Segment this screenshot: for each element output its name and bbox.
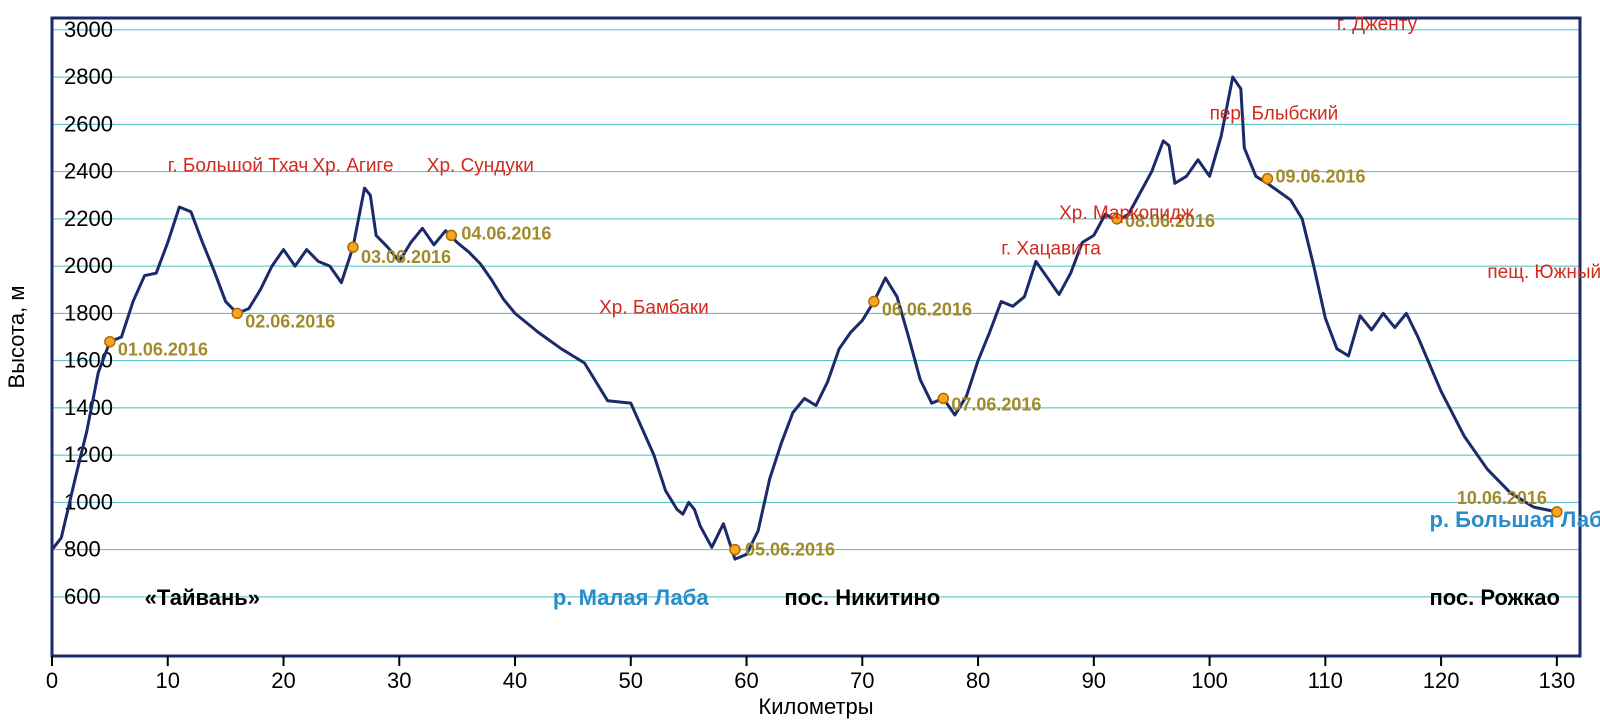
xtick-label: 80 bbox=[966, 668, 990, 693]
peak-label: пер. Блыбский bbox=[1210, 104, 1339, 125]
ytick-label: 2600 bbox=[64, 111, 113, 136]
peak-label: Хр. Бамбаки bbox=[599, 297, 709, 318]
ytick-label: 2200 bbox=[64, 206, 113, 231]
date-label: 04.06.2016 bbox=[461, 223, 551, 243]
ytick-label: 2800 bbox=[64, 64, 113, 89]
date-marker bbox=[869, 297, 879, 307]
xtick-label: 70 bbox=[850, 668, 874, 693]
date-marker bbox=[730, 545, 740, 555]
date-label: 01.06.2016 bbox=[118, 340, 208, 360]
place-label: р. Малая Лаба bbox=[553, 585, 709, 610]
date-marker bbox=[105, 337, 115, 347]
ytick-label: 3000 bbox=[64, 17, 113, 42]
elevation-profile-chart: 6008001000120014001600180020002200240026… bbox=[0, 0, 1600, 726]
ytick-label: 600 bbox=[64, 584, 101, 609]
date-marker bbox=[232, 308, 242, 318]
peak-label: г. Большой Тхач bbox=[168, 156, 309, 177]
ytick-label: 800 bbox=[64, 537, 101, 562]
xtick-label: 130 bbox=[1538, 668, 1575, 693]
ytick-label: 1200 bbox=[64, 442, 113, 467]
peak-label: г. Дженту bbox=[1337, 14, 1418, 35]
date-marker bbox=[1262, 174, 1272, 184]
x-axis-label: Километры bbox=[758, 694, 873, 719]
date-marker bbox=[446, 230, 456, 240]
date-label: 02.06.2016 bbox=[245, 311, 335, 331]
date-label: 10.06.2016 bbox=[1457, 488, 1547, 508]
date-label: 09.06.2016 bbox=[1275, 167, 1365, 187]
ytick-label: 2000 bbox=[64, 253, 113, 278]
xtick-label: 40 bbox=[503, 668, 527, 693]
chart-svg: 6008001000120014001600180020002200240026… bbox=[0, 0, 1600, 726]
xtick-label: 120 bbox=[1423, 668, 1460, 693]
xtick-label: 60 bbox=[734, 668, 758, 693]
xtick-label: 50 bbox=[619, 668, 643, 693]
date-label: 05.06.2016 bbox=[745, 540, 835, 560]
date-label: 06.06.2016 bbox=[882, 300, 972, 320]
date-marker bbox=[348, 242, 358, 252]
xtick-label: 30 bbox=[387, 668, 411, 693]
date-marker bbox=[938, 393, 948, 403]
ytick-label: 1800 bbox=[64, 300, 113, 325]
xtick-label: 0 bbox=[46, 668, 58, 693]
y-axis-label: Высота, м bbox=[4, 286, 29, 389]
peak-label: пещ. Южный слон bbox=[1487, 262, 1600, 283]
date-label: 07.06.2016 bbox=[951, 394, 1041, 414]
peak-label: г. Хацавита bbox=[1001, 238, 1101, 259]
place-label: пос. Рожкао bbox=[1430, 585, 1560, 610]
peak-label: Хр. Маркопидж bbox=[1059, 203, 1194, 224]
date-label: 03.06.2016 bbox=[361, 247, 451, 267]
xtick-label: 20 bbox=[271, 668, 295, 693]
xtick-label: 90 bbox=[1082, 668, 1106, 693]
xtick-label: 100 bbox=[1191, 668, 1228, 693]
xtick-label: 10 bbox=[156, 668, 180, 693]
place-label: р. Большая Лаба bbox=[1430, 507, 1600, 532]
place-label: пос. Никитино bbox=[784, 585, 940, 610]
peak-label: Хр. Агиге bbox=[312, 156, 393, 177]
place-label: «Тайвань» bbox=[145, 585, 260, 610]
peak-label: Хр. Сундуки bbox=[427, 156, 534, 177]
xtick-label: 110 bbox=[1308, 668, 1343, 693]
ytick-label: 2400 bbox=[64, 159, 113, 184]
